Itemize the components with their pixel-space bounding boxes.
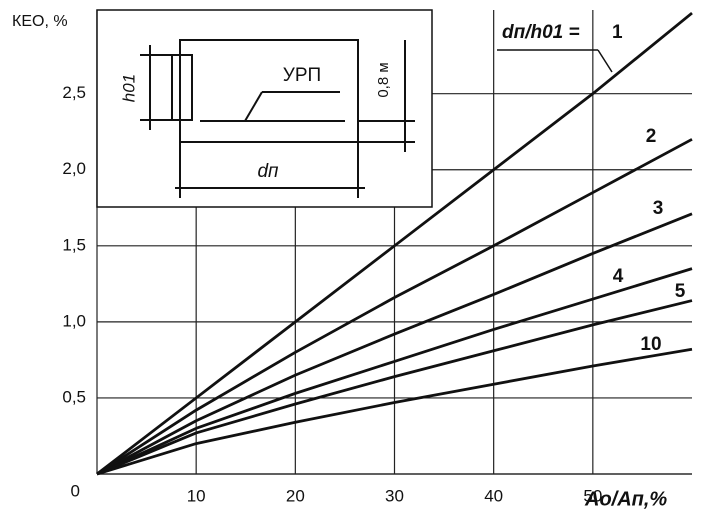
- series-label: 2: [646, 126, 657, 147]
- y-tick-label: 0,5: [62, 387, 86, 406]
- series-line: [96, 267, 693, 476]
- y-axis-label: КЕО, %: [12, 13, 68, 30]
- x-tick-label: 10: [187, 486, 206, 505]
- y-tick-label: 2,5: [62, 83, 86, 102]
- y-tick-label: 1,0: [62, 311, 86, 330]
- series-line: [96, 299, 693, 476]
- series-line: [96, 347, 693, 476]
- series-label: 1: [612, 22, 623, 43]
- inset-label: УРП: [283, 65, 321, 86]
- inset-shape: [244, 91, 263, 122]
- series-label: 10: [640, 334, 661, 355]
- inset-label: h01: [119, 74, 138, 102]
- inset-label: 0,8 м: [375, 62, 392, 97]
- x-tick-label: 20: [286, 486, 305, 505]
- y-tick-label: 0: [71, 481, 80, 500]
- x-tick-label: 30: [385, 486, 404, 505]
- inset-panel: [96, 9, 433, 208]
- x-tick-label: 50: [583, 486, 602, 505]
- y-tick-label: 1,5: [62, 235, 86, 254]
- y-tick-label: 2,0: [62, 159, 86, 178]
- legend-leader: [597, 49, 613, 73]
- series-label: 4: [613, 266, 624, 287]
- series-line: [96, 138, 693, 476]
- x-axis-label: Aо/Aп,%: [584, 488, 667, 510]
- inset-shape: [171, 54, 193, 121]
- x-tick-label: 40: [484, 486, 503, 505]
- series-label: 3: [653, 198, 664, 219]
- series-label: 5: [675, 281, 686, 302]
- legend-title: dп/h01 =: [502, 22, 580, 43]
- series-line: [96, 11, 693, 476]
- series-line: [96, 212, 693, 476]
- inset-label: dп: [257, 161, 279, 182]
- inset-shape: [179, 39, 359, 143]
